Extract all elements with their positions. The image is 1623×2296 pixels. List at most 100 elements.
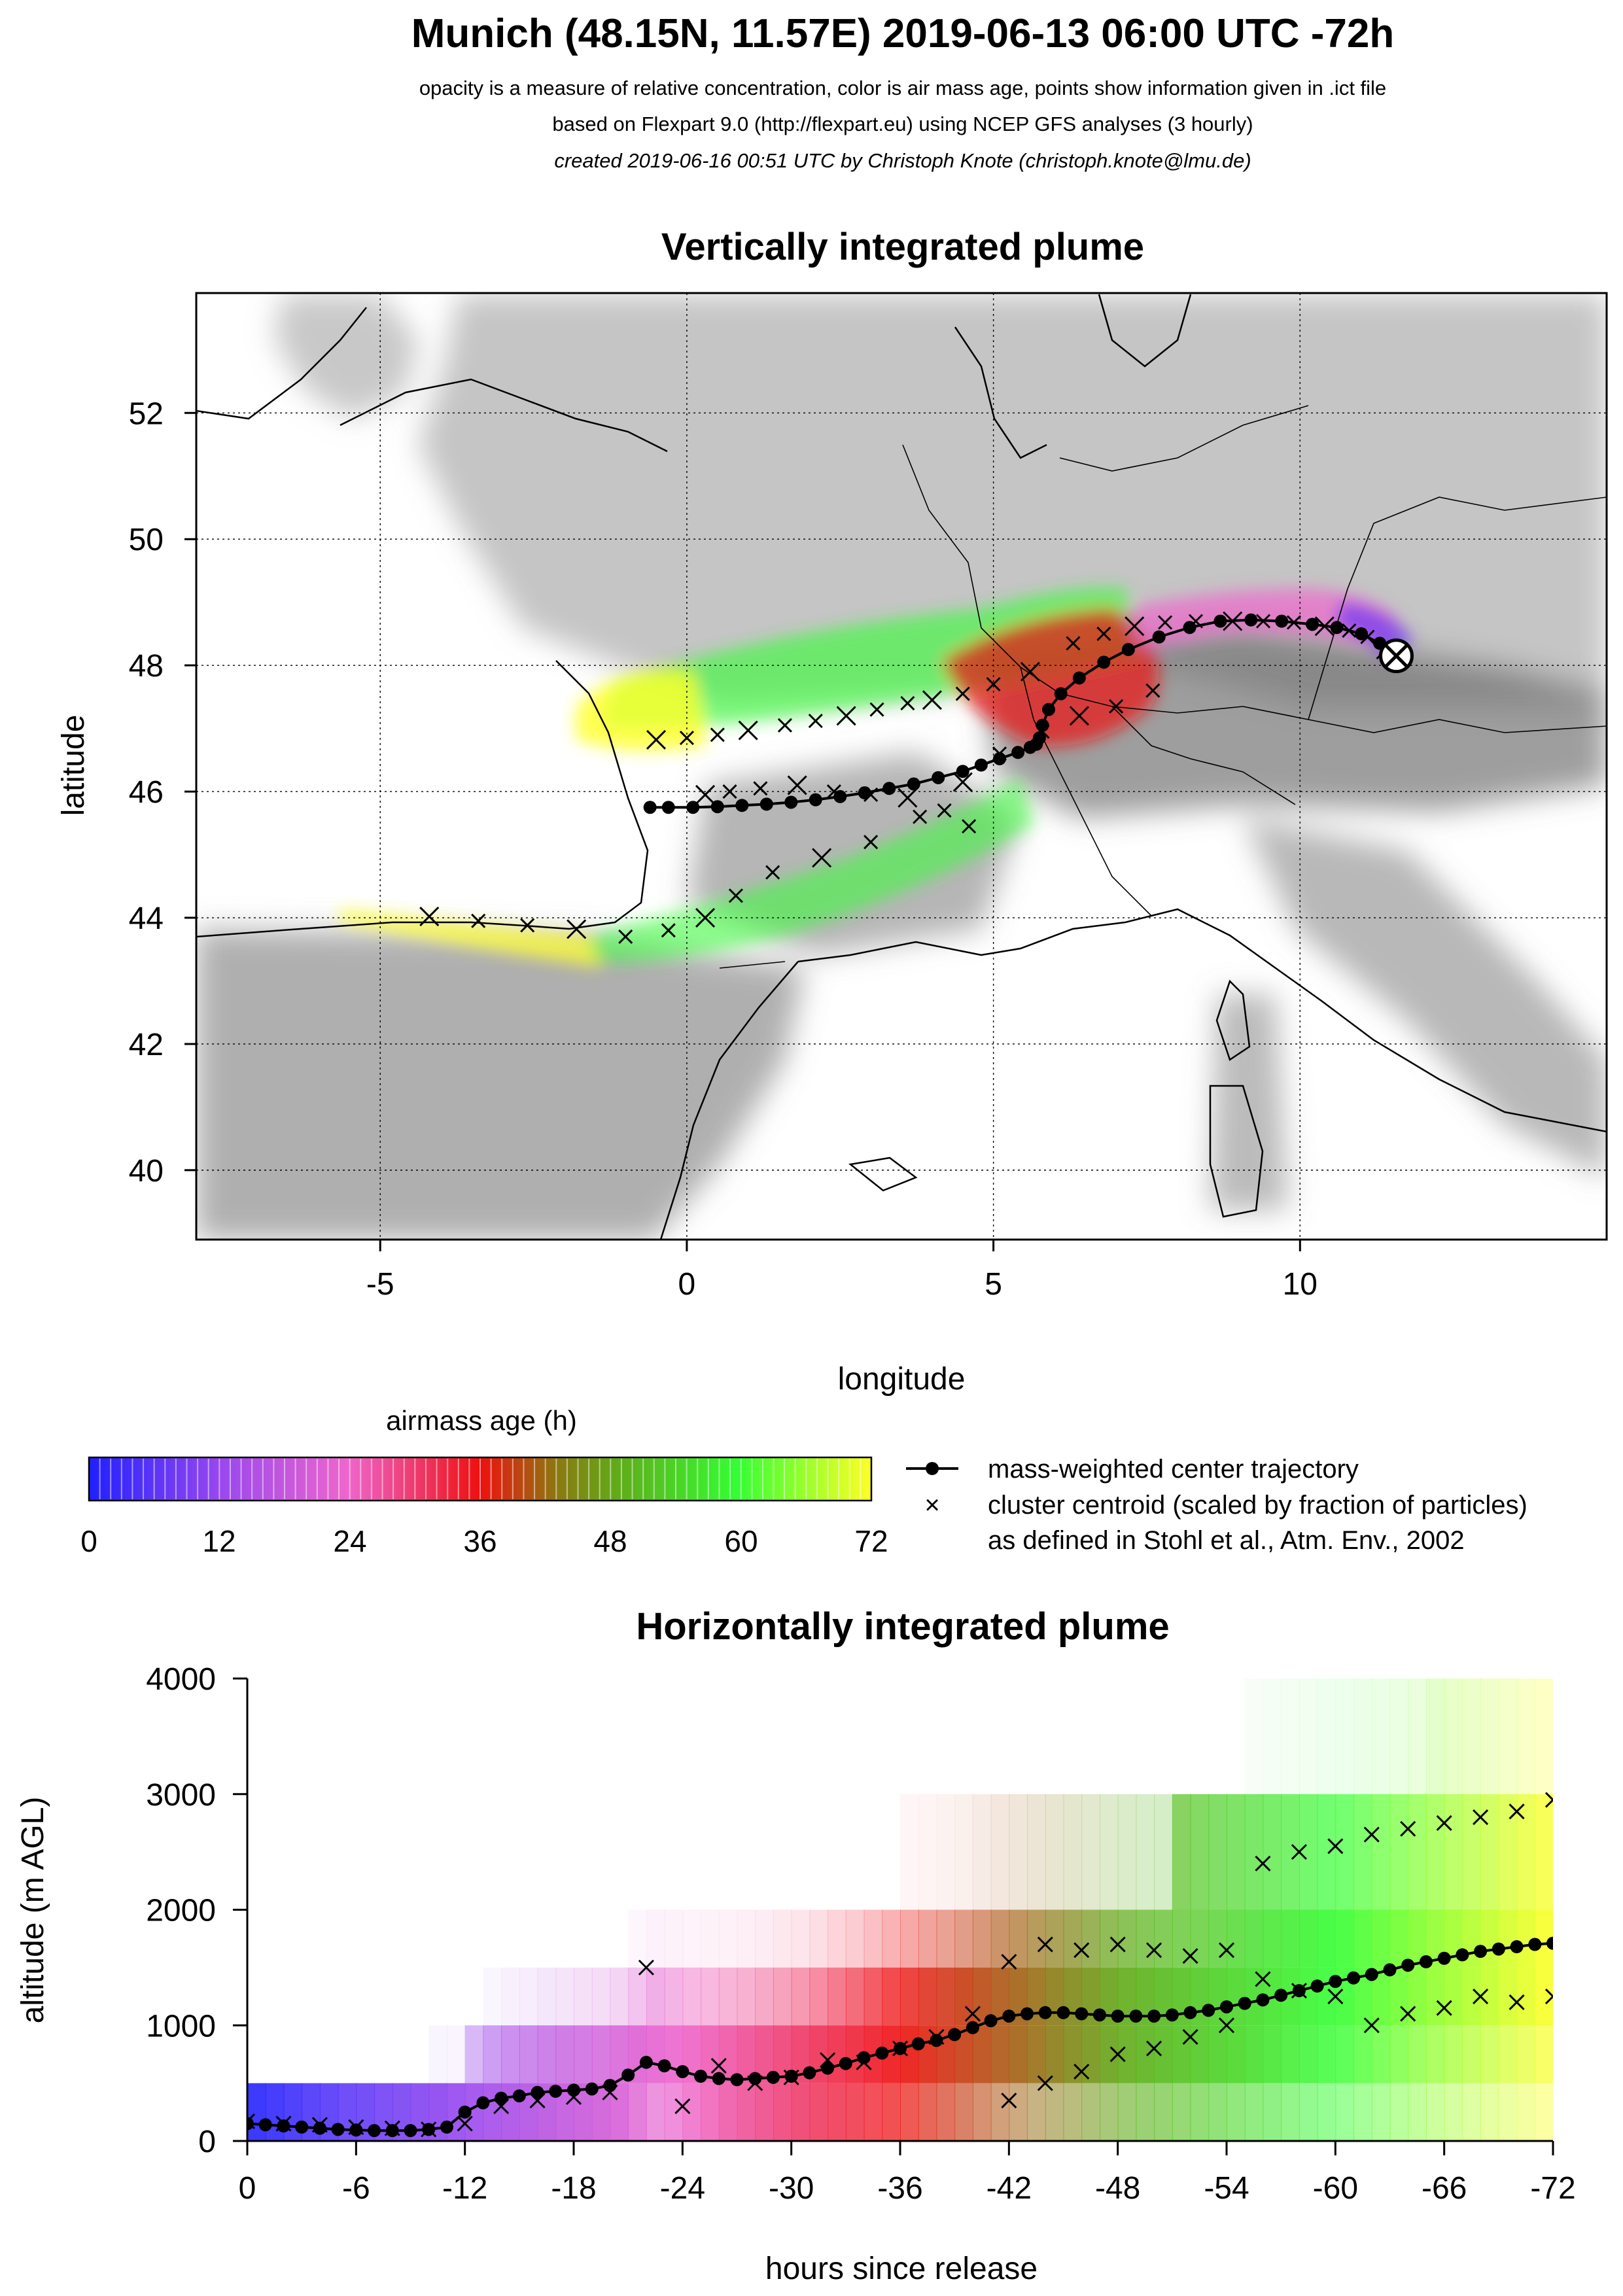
map-trajectory-point — [833, 790, 847, 803]
altitude-cluster-centroid-marker — [638, 1959, 654, 1975]
altitude-heat-cell — [1009, 2083, 1028, 2141]
altitude-heat-cell — [1299, 2025, 1318, 2083]
map-cluster-centroid-marker-stroke — [471, 913, 486, 928]
map-y-ticks: 40 42 44 46 48 50 52 — [129, 396, 196, 1189]
altitude-heat-cell — [1081, 2083, 1100, 2141]
altitude-heat-cell — [882, 1909, 901, 1968]
legend-cross-swatch: × — [924, 1491, 939, 1520]
map-trajectory-point — [858, 786, 871, 800]
map-trajectory-point — [882, 782, 896, 795]
altitude-heat-cell — [1263, 2025, 1282, 2083]
map-trajectory-point — [1244, 613, 1258, 627]
altitude-heat-cell — [791, 1909, 811, 1968]
altitude-cluster-centroid-marker — [1001, 1953, 1017, 1970]
altitude-heat-cell — [664, 1909, 684, 1968]
altitude-heat-cell — [791, 1967, 811, 2026]
altitude-heat-cell — [701, 1967, 720, 2026]
altitude-heat-cell — [954, 1909, 973, 1968]
altitude-x-axis-label: hours since release — [765, 2252, 1038, 2286]
map-cluster-centroid-marker — [679, 731, 694, 746]
altitude-heat-cell — [1045, 2025, 1064, 2083]
altitude-trajectory-point — [1492, 1942, 1505, 1956]
altitude-y-ticks: 0 1000 2000 3000 4000 — [146, 1662, 247, 2159]
altitude-heat-cell — [1535, 1794, 1553, 1910]
altitude-heat-cell — [1498, 1909, 1518, 1968]
altitude-heat-cell — [755, 1967, 774, 2026]
altitude-cluster-centroid-marker — [1073, 2063, 1090, 2080]
altitude-heat-cell — [1498, 1967, 1518, 2026]
altitude-trajectory-point — [1092, 2008, 1106, 2022]
altitude-cluster-centroid-marker-stroke — [1291, 1844, 1307, 1860]
altitude-heat-cell — [1317, 2025, 1336, 2083]
altitude-heat-cell — [900, 2083, 919, 2141]
altitude-cluster-centroid-marker-stroke — [638, 1959, 654, 1975]
altitude-heat-cell — [828, 1967, 846, 2026]
altitude-heat-cell — [1263, 1794, 1282, 1910]
altitude-heat-cell — [1353, 2083, 1372, 2141]
altitude-heat-cell — [1535, 1679, 1553, 1794]
altitude-cluster-centroid-marker-stroke — [1544, 1798, 1553, 1808]
altitude-heat-cell — [1317, 2083, 1336, 2141]
altitude-heat-cell — [1227, 1794, 1246, 1910]
altitude-heat-cell — [1027, 2025, 1046, 2083]
altitude-heat-cell — [773, 1909, 792, 1968]
altitude-trajectory-point — [639, 2055, 653, 2069]
map-trajectory-point — [1152, 630, 1166, 644]
map-cluster-centroid-marker — [898, 788, 918, 808]
altitude-cluster-centroid-marker-stroke — [1400, 1820, 1416, 1837]
altitude-heat-cell — [972, 1794, 992, 1910]
altitude-heat-cell — [1136, 2083, 1155, 2141]
altitude-trajectory-point — [1202, 2004, 1215, 2017]
altitude-heat-cell — [1371, 1909, 1391, 1968]
altitude-cluster-centroid-marker-stroke — [1327, 1838, 1344, 1854]
altitude-cluster-centroid-marker — [1436, 2000, 1452, 2016]
map-cluster-centroid-marker — [922, 690, 942, 710]
altitude-heat-cell — [1389, 1909, 1409, 1968]
map-trajectory-point — [784, 795, 798, 809]
map-cluster-centroid-marker — [808, 713, 823, 729]
altitude-cluster-centroid-marker — [1363, 2017, 1380, 2034]
altitude-trajectory-point — [1238, 1996, 1251, 2010]
map-y-tick-label: 46 — [129, 775, 164, 810]
altitude-cluster-centroid-marker — [964, 2006, 981, 2022]
altitude-trajectory-point — [258, 2118, 272, 2132]
altitude-heat-cell — [1353, 1679, 1372, 1794]
altitude-cluster-centroid-marker — [1509, 1803, 1525, 1820]
altitude-trajectory-point — [1183, 2006, 1197, 2019]
altitude-heat-cell — [900, 1967, 919, 2026]
map-trajectory-point — [1036, 718, 1049, 732]
altitude-heat-cell — [1154, 1794, 1173, 1910]
altitude-heat-cell — [1172, 1794, 1191, 1910]
map-cluster-centroid-marker-stroke — [1020, 661, 1040, 682]
altitude-cluster-centroid-marker-stroke — [1436, 1815, 1452, 1831]
altitude-heat-cell — [1317, 1679, 1336, 1794]
altitude-heat-cell — [1535, 2025, 1553, 2083]
altitude-heat-cell — [1516, 1967, 1536, 2026]
map-cluster-centroid-marker — [520, 918, 535, 933]
map-cluster-centroid-marker — [812, 848, 832, 868]
map-cluster-centroid-marker-stroke — [869, 702, 884, 717]
altitude-x-tick-label: -12 — [442, 2171, 487, 2206]
map-cluster-centroid-marker-stroke — [695, 784, 716, 805]
altitude-trajectory-point — [603, 2079, 617, 2093]
altitude-heat-cell — [1516, 1794, 1536, 1910]
altitude-heat-cell — [1408, 1794, 1427, 1910]
altitude-heat-cell — [1408, 2025, 1427, 2083]
map-cluster-centroid-marker-stroke — [1066, 636, 1081, 651]
altitude-trajectory-point — [1129, 2009, 1143, 2023]
release-point-cross — [1384, 644, 1408, 668]
altitude-heat-cell — [1371, 1794, 1391, 1910]
altitude-x-tick-label: -54 — [1204, 2171, 1249, 2206]
map-cluster-centroid-marker — [913, 809, 928, 824]
altitude-heat-cell — [1389, 1679, 1409, 1794]
map-cluster-centroid-marker-stroke — [836, 706, 856, 726]
altitude-cluster-centroid-marker — [1363, 1826, 1380, 1843]
altitude-trajectory-point — [331, 2123, 345, 2136]
altitude-trajectory-point — [313, 2121, 326, 2135]
altitude-heat-cell — [1335, 2025, 1355, 2083]
altitude-trajectory-point — [567, 2083, 580, 2097]
altitude-trajectory-point — [857, 2051, 871, 2064]
map-y-tick-label: 42 — [129, 1028, 164, 1062]
altitude-heat-cell — [574, 1967, 593, 2026]
altitude-heat-cell — [1462, 2025, 1482, 2083]
